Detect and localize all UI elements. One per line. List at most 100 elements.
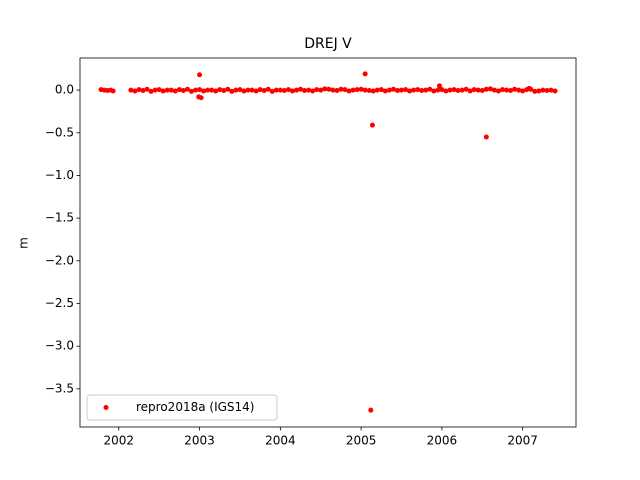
- data-point: [403, 87, 409, 93]
- data-point: [197, 72, 203, 78]
- data-point: [132, 88, 138, 94]
- data-point: [298, 86, 304, 92]
- x-tick-label: 2004: [265, 434, 296, 448]
- legend-marker: [103, 405, 109, 410]
- data-point: [164, 87, 170, 93]
- data-point: [366, 88, 372, 94]
- data-point: [382, 88, 388, 94]
- data-point: [504, 87, 510, 93]
- data-point: [257, 87, 263, 93]
- data-point: [237, 87, 243, 93]
- data-point: [342, 87, 348, 93]
- data-point: [225, 86, 231, 92]
- y-tick-label: −1.0: [45, 168, 74, 182]
- data-point: [369, 122, 375, 128]
- data-point: [261, 88, 267, 94]
- x-tick-label: 2003: [184, 434, 215, 448]
- x-tick-label: 2007: [507, 434, 538, 448]
- data-point: [394, 88, 400, 94]
- data-point: [552, 88, 558, 94]
- data-point: [431, 88, 437, 94]
- data-point: [188, 88, 194, 94]
- data-point: [326, 86, 332, 92]
- x-tick-label: 2002: [104, 434, 135, 448]
- data-point: [447, 87, 453, 93]
- data-point: [201, 88, 207, 94]
- data-point: [487, 86, 493, 92]
- data-point: [293, 87, 299, 93]
- y-tick-label: −1.5: [45, 211, 74, 225]
- data-point: [378, 87, 384, 93]
- data-point: [350, 87, 356, 93]
- data-point: [455, 88, 461, 94]
- data-point: [459, 87, 465, 93]
- data-point: [217, 87, 223, 93]
- legend-label: repro2018a (IGS14): [136, 400, 254, 414]
- data-point: [172, 88, 178, 94]
- data-point: [463, 86, 469, 92]
- data-point: [439, 87, 445, 93]
- y-tick-label: −2.0: [45, 253, 74, 267]
- data-point: [516, 87, 522, 93]
- data-point: [213, 88, 219, 94]
- data-point: [140, 88, 146, 94]
- data-point: [544, 88, 550, 94]
- data-point: [273, 87, 279, 93]
- data-point: [540, 87, 546, 93]
- y-tick-label: −3.0: [45, 339, 74, 353]
- data-point: [346, 88, 352, 94]
- data-point: [423, 87, 429, 93]
- data-point: [435, 87, 441, 93]
- data-point: [269, 88, 275, 94]
- data-point: [110, 88, 116, 94]
- data-point: [411, 87, 417, 93]
- data-point: [483, 134, 489, 140]
- data-point: [277, 87, 283, 93]
- data-point: [193, 87, 199, 93]
- data-point: [176, 87, 182, 93]
- data-point: [265, 86, 271, 92]
- data-point: [322, 86, 328, 92]
- data-point: [386, 87, 392, 93]
- data-point: [144, 86, 150, 92]
- data-point: [443, 88, 449, 94]
- data-point: [368, 407, 374, 413]
- chart-title: DREJ V: [304, 36, 352, 52]
- data-point: [508, 88, 514, 94]
- data-point: [390, 86, 396, 92]
- data-point: [285, 87, 291, 93]
- data-point: [362, 71, 368, 77]
- data-point: [451, 87, 457, 93]
- data-point: [281, 88, 287, 94]
- data-point: [197, 87, 203, 93]
- x-tick-label: 2006: [427, 434, 458, 448]
- data-point: [245, 87, 251, 93]
- data-point: [495, 88, 501, 94]
- data-point: [205, 87, 211, 93]
- data-point: [209, 87, 215, 93]
- data-point: [536, 88, 542, 94]
- data-point: [362, 87, 368, 93]
- data-point: [168, 87, 174, 93]
- data-point: [136, 87, 142, 93]
- data-point: [229, 88, 235, 94]
- data-point: [160, 88, 166, 94]
- data-point: [415, 87, 421, 93]
- x-tick-label: 2005: [346, 434, 377, 448]
- data-point: [156, 87, 162, 93]
- data-point: [358, 86, 364, 92]
- data-point: [198, 95, 204, 101]
- data-point: [499, 87, 505, 93]
- data-point: [302, 88, 308, 94]
- data-point: [314, 87, 320, 93]
- plot-frame: [79, 57, 577, 428]
- data-point: [520, 88, 526, 94]
- data-point: [479, 88, 485, 94]
- data-point: [399, 87, 405, 93]
- data-point: [483, 86, 489, 92]
- data-point: [180, 88, 186, 94]
- data-point: [467, 88, 473, 94]
- data-point: [249, 87, 255, 93]
- data-point: [152, 87, 158, 93]
